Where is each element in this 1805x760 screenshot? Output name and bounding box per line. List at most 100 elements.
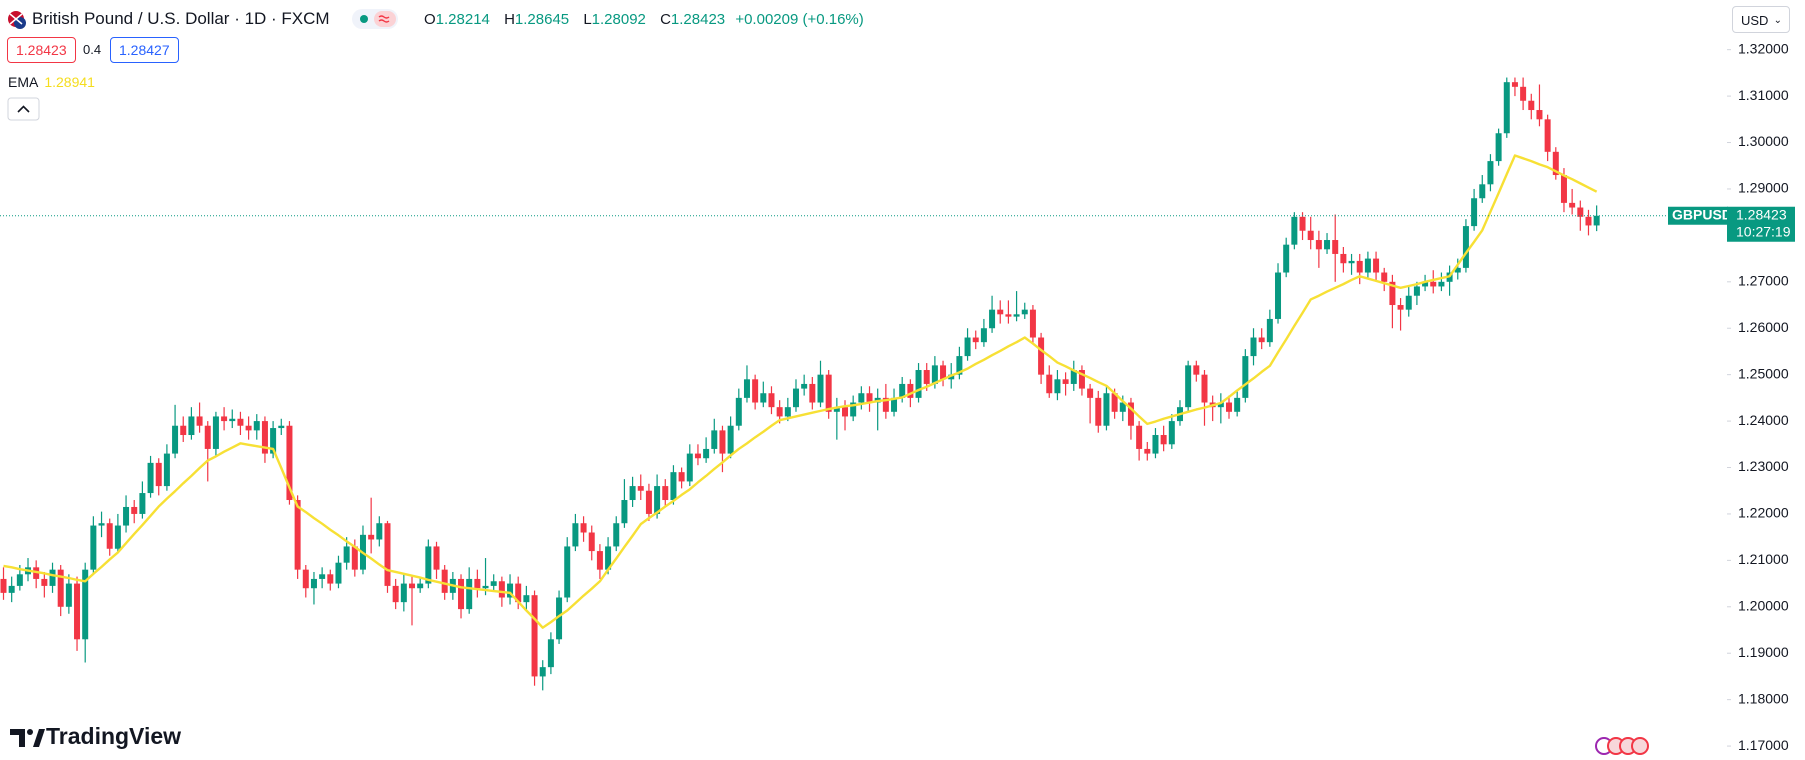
candle-body bbox=[556, 597, 563, 640]
candle-body bbox=[482, 585, 489, 589]
candle-body bbox=[441, 569, 448, 593]
candle-body bbox=[1021, 309, 1028, 315]
candle-body bbox=[1315, 240, 1322, 250]
candle-body bbox=[319, 574, 326, 579]
candle-body bbox=[1291, 216, 1298, 245]
candle-body bbox=[286, 425, 293, 501]
candle-body bbox=[147, 462, 154, 494]
candle-body bbox=[335, 562, 342, 584]
candle-body bbox=[1266, 318, 1273, 343]
candle-body bbox=[1152, 435, 1159, 454]
candle-body bbox=[1413, 286, 1420, 296]
candle-body bbox=[613, 523, 620, 547]
candle-body bbox=[1234, 397, 1241, 412]
candle-body bbox=[1307, 230, 1314, 241]
candle-body bbox=[74, 583, 81, 640]
candle-body bbox=[1577, 207, 1584, 217]
indicator-legend: EMA 1.28941 bbox=[8, 74, 95, 90]
candle-body bbox=[261, 421, 268, 454]
candle-body bbox=[980, 328, 987, 343]
candle-body bbox=[139, 493, 146, 514]
currency-label: USD bbox=[1741, 13, 1769, 28]
candle-body bbox=[310, 578, 317, 589]
candle-body bbox=[1364, 258, 1371, 273]
candle-body bbox=[1062, 379, 1069, 384]
status-pill[interactable] bbox=[352, 9, 398, 29]
plot-area bbox=[0, 77, 1725, 691]
ema-line bbox=[3, 154, 1598, 629]
y-tick-label: 1.32000 bbox=[1738, 40, 1789, 56]
candle-body bbox=[474, 578, 481, 589]
y-tick-label: 1.30000 bbox=[1738, 133, 1789, 149]
candle-body bbox=[850, 402, 857, 417]
candle-body bbox=[539, 667, 546, 677]
currency-select[interactable]: USD ⌄ bbox=[1732, 6, 1790, 33]
candle-body bbox=[123, 506, 130, 526]
candle-body bbox=[580, 523, 587, 533]
candle-body bbox=[768, 393, 775, 408]
candle-body bbox=[1397, 305, 1404, 310]
candle-body bbox=[90, 525, 97, 570]
candle-body bbox=[637, 486, 644, 491]
candle-body bbox=[1160, 435, 1167, 445]
candle-body bbox=[498, 581, 505, 598]
change-value: +0.00209 (+0.16%) bbox=[735, 11, 864, 28]
candle-body bbox=[0, 578, 7, 593]
y-tick-label: 1.22000 bbox=[1738, 505, 1789, 521]
flag-icons bbox=[1595, 737, 1649, 755]
candle-body bbox=[1226, 402, 1232, 412]
candle-body bbox=[409, 583, 415, 589]
candle-body bbox=[1389, 281, 1396, 306]
candle-body bbox=[1544, 119, 1551, 152]
symbol-title[interactable]: British Pound / U.S. Dollar · 1D · FXCM bbox=[32, 9, 330, 28]
candle-body bbox=[1168, 421, 1175, 445]
candle-body bbox=[196, 416, 203, 426]
candle-body bbox=[1569, 202, 1576, 208]
sell-button[interactable]: 1.28423 bbox=[7, 37, 76, 63]
candle-body bbox=[1373, 258, 1380, 273]
candle-body bbox=[1038, 337, 1045, 375]
candle-body bbox=[515, 583, 522, 603]
candle-body bbox=[384, 523, 391, 586]
candle-body bbox=[392, 585, 399, 603]
candle-body bbox=[57, 569, 64, 607]
candle-body bbox=[163, 453, 170, 487]
close-label: C bbox=[660, 11, 671, 28]
candle-body bbox=[784, 407, 791, 417]
candle-body bbox=[564, 546, 571, 598]
candle-body bbox=[1487, 161, 1494, 185]
candle-body bbox=[245, 425, 252, 431]
candle-body bbox=[1136, 425, 1143, 449]
candle-body bbox=[670, 472, 677, 501]
candle-body bbox=[801, 383, 808, 389]
candle-body bbox=[1250, 337, 1257, 357]
candle-body bbox=[572, 523, 579, 547]
candle-body bbox=[1095, 397, 1102, 426]
candle-body bbox=[907, 383, 914, 398]
buy-button[interactable]: 1.28427 bbox=[110, 37, 179, 63]
candle-body bbox=[719, 430, 726, 454]
y-tick-label: 1.27000 bbox=[1738, 273, 1789, 289]
y-tick-label: 1.29000 bbox=[1738, 180, 1789, 196]
candle-body bbox=[1299, 216, 1306, 231]
candle-body bbox=[1185, 365, 1192, 408]
candle-body bbox=[507, 583, 514, 598]
candle-body bbox=[1454, 267, 1461, 273]
candle-body bbox=[1348, 260, 1355, 264]
candle-body bbox=[458, 578, 465, 610]
candle-body bbox=[531, 595, 538, 677]
collapse-button[interactable] bbox=[7, 97, 40, 121]
candle-body bbox=[1242, 356, 1249, 398]
open-value: 1.28214 bbox=[435, 11, 490, 28]
candle-body bbox=[106, 523, 113, 549]
candle-body bbox=[858, 393, 865, 403]
candle-body bbox=[1111, 393, 1118, 412]
candle-body bbox=[16, 574, 23, 586]
candle-body bbox=[1029, 309, 1036, 338]
symbol-tag bbox=[1668, 206, 1728, 225]
y-tick-label: 1.24000 bbox=[1738, 412, 1789, 428]
symbol-icon bbox=[8, 11, 26, 29]
candle-body bbox=[760, 393, 767, 403]
candle-body bbox=[645, 490, 652, 514]
